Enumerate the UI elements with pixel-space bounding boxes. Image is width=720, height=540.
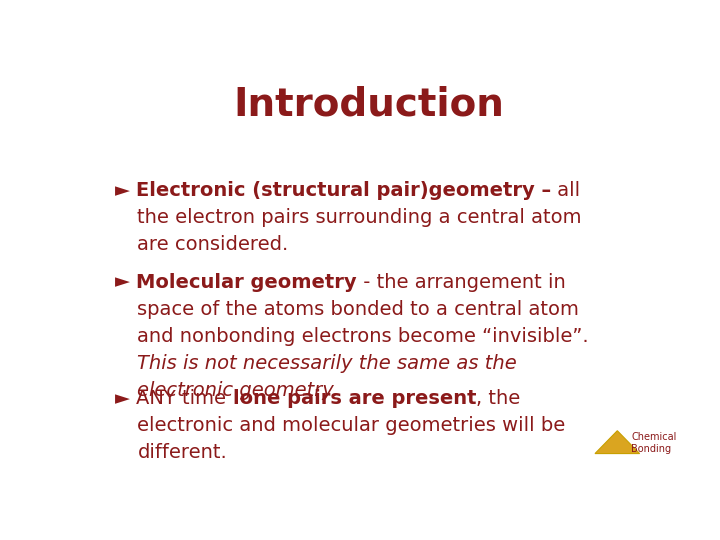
Text: the electron pairs surrounding a central atom: the electron pairs surrounding a central… [138,208,582,227]
Text: ANY time: ANY time [136,389,233,408]
Text: electronic and molecular geometries will be: electronic and molecular geometries will… [138,416,566,435]
Text: Introduction: Introduction [233,85,505,124]
Text: Molecular geometry: Molecular geometry [136,273,357,292]
Text: lone pairs are present: lone pairs are present [233,389,476,408]
Polygon shape [595,431,639,454]
Text: This is not necessarily the same as the: This is not necessarily the same as the [138,354,517,373]
Text: ►: ► [115,273,130,292]
Text: are considered.: are considered. [138,235,289,254]
Text: , the: , the [476,389,521,408]
Text: different.: different. [138,443,228,462]
Text: ►: ► [115,181,130,200]
Text: Chemical
Bonding: Chemical Bonding [631,433,677,454]
Text: ►: ► [115,389,130,408]
Text: all: all [552,181,580,200]
Text: and nonbonding electrons become “invisible”.: and nonbonding electrons become “invisib… [138,327,589,346]
Text: space of the atoms bonded to a central atom: space of the atoms bonded to a central a… [138,300,580,319]
Text: Electronic (structural pair)geometry –: Electronic (structural pair)geometry – [136,181,552,200]
Text: electronic geometry.: electronic geometry. [138,381,339,400]
Text: - the arrangement in: - the arrangement in [357,273,566,292]
